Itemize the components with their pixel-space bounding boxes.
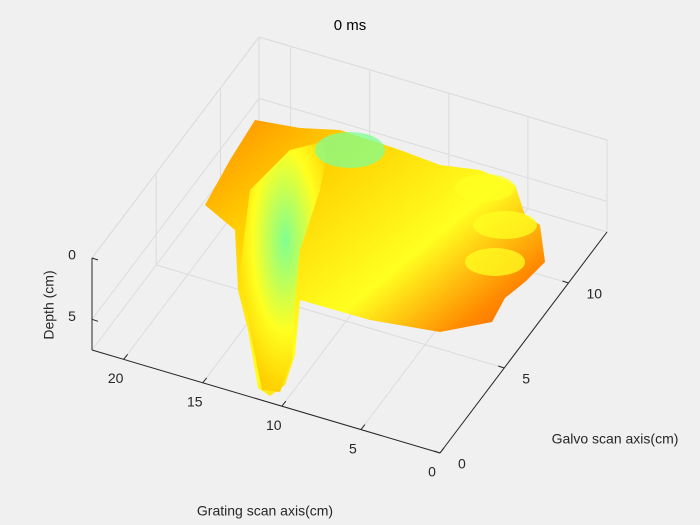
surface	[205, 120, 545, 396]
x-tick-label: 20	[108, 370, 124, 386]
finger-highlight	[473, 211, 537, 239]
grid-line	[91, 36, 260, 259]
grid-line	[258, 36, 608, 141]
x-tick	[439, 447, 445, 454]
x-tick	[360, 424, 366, 430]
x-tick-label: 0	[428, 464, 436, 480]
chart-title: 0 ms	[334, 17, 367, 34]
y-tick	[562, 280, 569, 284]
grid-line	[258, 97, 608, 202]
x-tick-label: 10	[266, 417, 282, 433]
x-axis-label: Grating scan axis(cm)	[197, 503, 333, 519]
finger-highlight	[465, 248, 525, 276]
thumb-surface	[240, 140, 330, 392]
y-axis-line	[439, 231, 608, 454]
y-tick	[498, 365, 505, 369]
x-tick	[123, 354, 129, 360]
x-axis-line	[91, 349, 441, 454]
axes: 0 5 10 15 20 0 5 10 0 5	[68, 231, 608, 480]
y-tick	[433, 450, 441, 454]
z-axis-label: Depth (cm)	[41, 270, 57, 339]
x-tick	[202, 377, 208, 384]
y-tick-label: 0	[458, 456, 466, 472]
x-tick	[281, 400, 287, 407]
z-tick-label: 0	[68, 247, 76, 263]
finger-highlight	[455, 174, 515, 202]
x-tick-label: 5	[349, 440, 357, 456]
y-tick-label: 10	[586, 286, 602, 302]
x-tick-label: 15	[187, 393, 203, 409]
z-tick	[91, 257, 99, 261]
finger-highlight	[315, 132, 385, 168]
grid-line	[91, 98, 260, 320]
z-tick	[91, 318, 99, 322]
z-tick-label: 5	[68, 308, 76, 324]
grid-line	[156, 264, 505, 369]
y-axis-label: Galvo scan axis(cm)	[552, 431, 679, 447]
y-tick-label: 5	[522, 371, 530, 387]
